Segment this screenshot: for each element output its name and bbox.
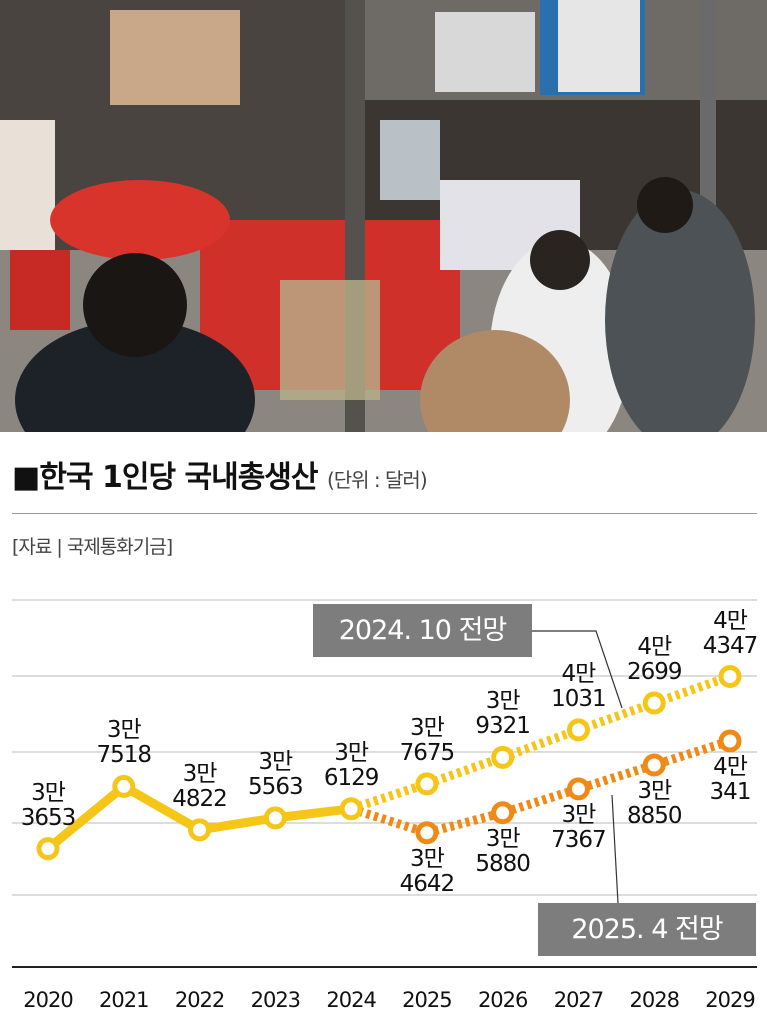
data-label: 3만 5563	[248, 748, 304, 800]
legend-label: 2025. 4 전망	[538, 903, 756, 956]
photo	[0, 0, 767, 432]
data-label: 3만 7675	[399, 714, 456, 766]
marker	[112, 774, 136, 798]
marker	[188, 818, 212, 842]
data-label: 3만 4822	[172, 760, 228, 812]
marker	[491, 745, 515, 769]
source: [자료 | 국제통화기금]	[12, 536, 173, 558]
marker	[566, 777, 590, 801]
marker	[718, 665, 742, 689]
data-label: 3만 9321	[475, 688, 531, 740]
x-tick-label: 2029	[705, 988, 754, 1012]
data-label: 4만 1031	[551, 660, 607, 712]
leader-line	[532, 630, 623, 709]
divider	[12, 513, 757, 514]
leader-line	[611, 794, 619, 904]
chart-title: ■한국 1인당 국내총생산 (단위 : 달러)	[12, 452, 428, 496]
marker	[415, 772, 439, 796]
marker	[415, 821, 439, 845]
data-label: 4만 2699	[626, 634, 683, 686]
grid	[12, 599, 757, 896]
data-label: 3만 6129	[323, 739, 380, 791]
connector	[349, 779, 429, 814]
data-label: 3만 7367	[551, 801, 607, 853]
marker	[642, 753, 666, 777]
marker	[339, 797, 363, 821]
data-label: 4만 341	[709, 753, 752, 805]
title-text: ■한국 1인당 국내총생산	[12, 460, 319, 495]
x-tick-label: 2021	[99, 988, 148, 1012]
data-label: 3만 8850	[626, 777, 683, 829]
x-tick-label: 2025	[402, 988, 451, 1012]
unit-text: (단위 : 달러)	[326, 468, 428, 492]
x-tick-label: 2023	[251, 988, 300, 1012]
x-tick-label: 2020	[23, 988, 72, 1012]
connector	[349, 804, 429, 838]
x-tick-label: 2026	[478, 988, 528, 1012]
data-label: 3만 4642	[399, 845, 456, 897]
x-tick-label: 2028	[629, 988, 678, 1012]
data-label: 3만 3653	[20, 779, 77, 831]
data-label: 3만 5880	[475, 825, 531, 877]
legend-label: 2024. 10 전망	[313, 604, 532, 657]
marker	[491, 801, 515, 825]
data-label: 3만 7518	[96, 717, 152, 769]
marker	[36, 837, 60, 861]
x-tick-label: 2024	[326, 988, 376, 1012]
marker	[642, 691, 666, 715]
marker	[718, 729, 742, 753]
x-tick-label: 2027	[554, 988, 603, 1012]
marker	[263, 806, 287, 830]
marker	[566, 718, 590, 742]
data-label: 4만 4347	[702, 607, 759, 659]
x-tick-label: 2022	[175, 988, 224, 1012]
